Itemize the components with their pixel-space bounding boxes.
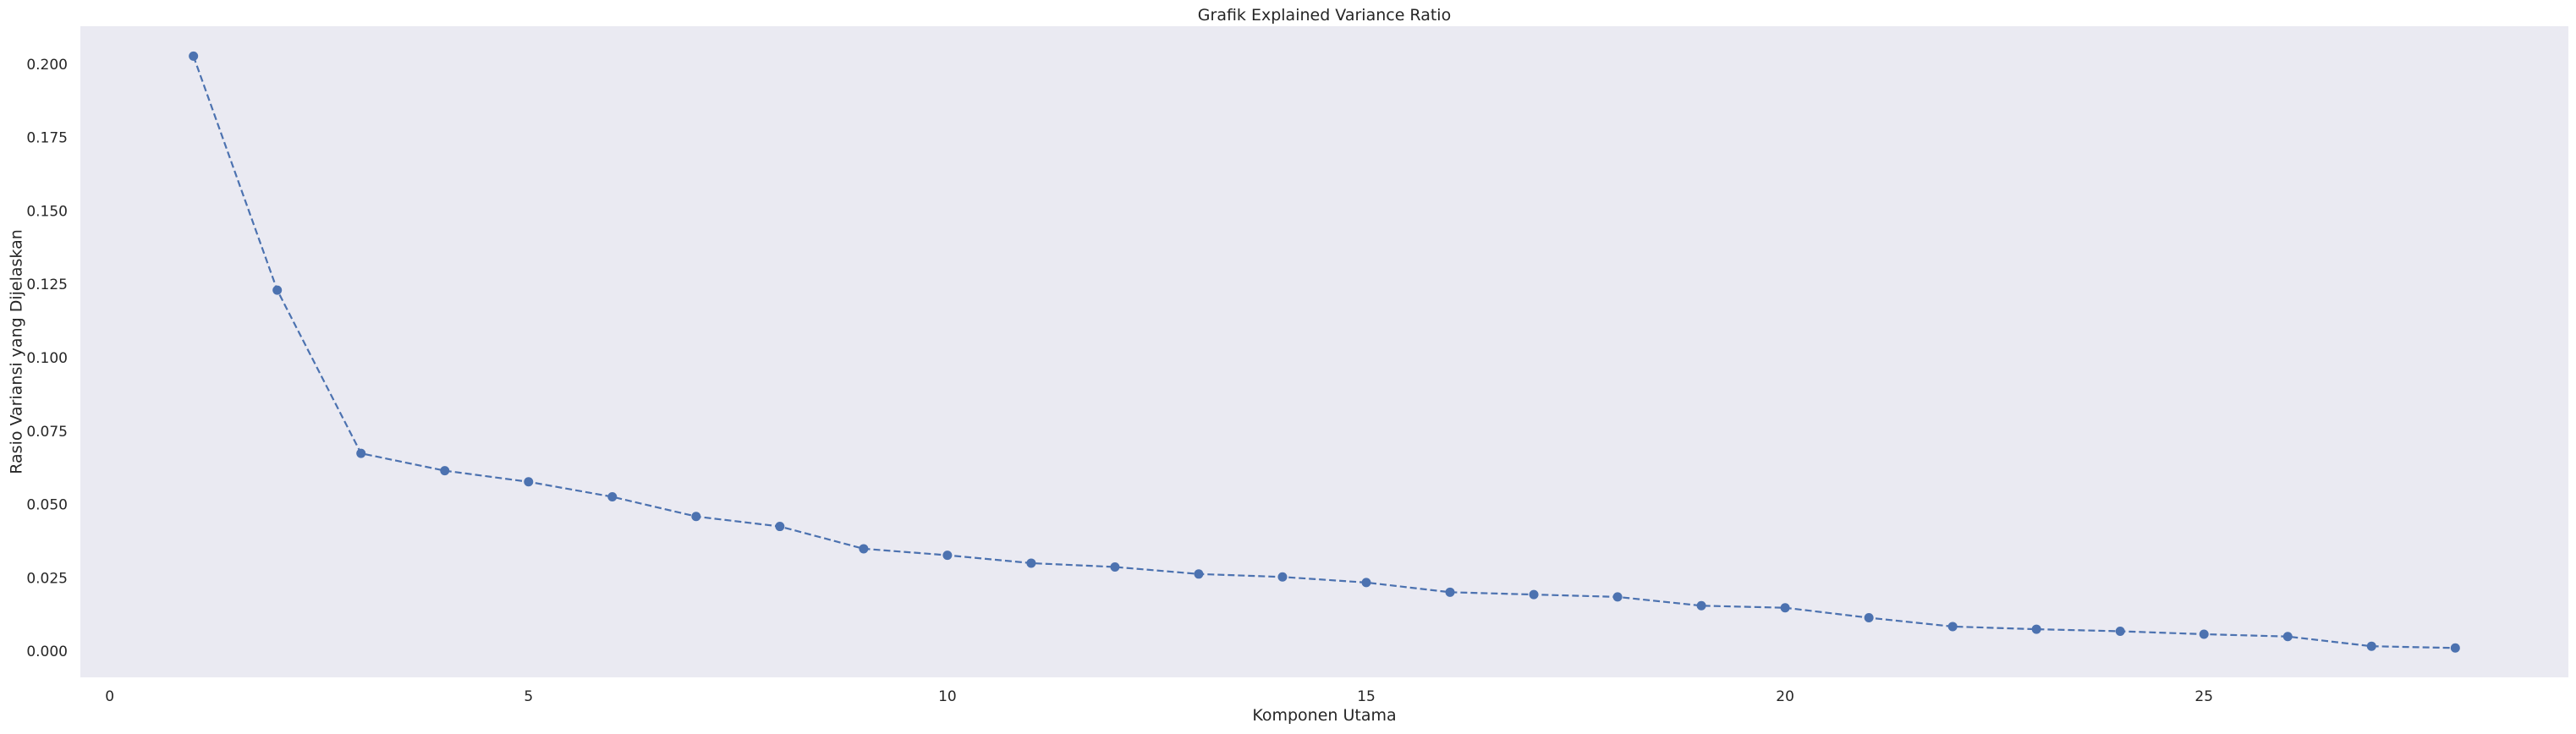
x-tick-label: 20 [1776,688,1794,705]
x-tick-label: 0 [105,688,114,705]
data-point [1696,600,1706,611]
data-point [440,466,450,476]
data-point [1529,589,1539,600]
data-point [356,448,366,458]
data-point [1947,622,1958,632]
data-point [2199,629,2209,639]
data-point [1361,578,1371,588]
data-point [2282,632,2293,642]
data-point [2366,641,2376,651]
data-point [859,544,869,554]
y-tick-label: 0.025 [26,570,68,587]
y-tick-label: 0.150 [26,203,68,220]
x-tick-label: 10 [938,688,957,705]
x-axis-title: Komponen Utama [1252,706,1396,725]
y-axis-ticks: 0.000 0.025 0.050 0.075 0.100 0.125 0.150 0.175… [26,57,68,660]
data-point [189,51,199,61]
y-tick-label: 0.175 [26,130,68,147]
chart-title: Grafik Explained Variance Ratio [1198,6,1451,25]
data-point [2115,627,2125,636]
data-point [2031,624,2041,634]
data-point [272,285,283,295]
data-point [691,512,701,522]
data-point [1864,613,1874,623]
data-point [607,492,618,501]
data-point [1277,572,1288,582]
data-point [2450,643,2460,653]
data-point [1780,603,1790,613]
data-point [1026,558,1036,568]
x-tick-label: 5 [524,688,533,705]
x-axis-ticks: 0 5 10 15 20 25 [105,688,2213,705]
y-tick-label: 0.050 [26,497,68,514]
data-point [1110,561,1120,572]
data-point [942,550,953,561]
x-tick-label: 25 [2194,688,2213,705]
series-line [192,56,2456,649]
plot-background [80,26,2568,677]
series-layer [189,51,2460,653]
y-axis-title: Rasio Variansi yang Dijelaskan [8,229,26,474]
data-point [775,522,785,532]
data-point [1194,569,1204,579]
y-tick-label: 0.100 [26,350,68,367]
data-point [1612,592,1623,602]
data-point [524,477,534,487]
y-tick-label: 0.000 [26,644,68,660]
data-point [1445,587,1455,597]
y-tick-label: 0.075 [26,424,68,441]
y-tick-label: 0.200 [26,57,68,74]
x-tick-label: 15 [1357,688,1376,705]
y-tick-label: 0.125 [26,277,68,293]
